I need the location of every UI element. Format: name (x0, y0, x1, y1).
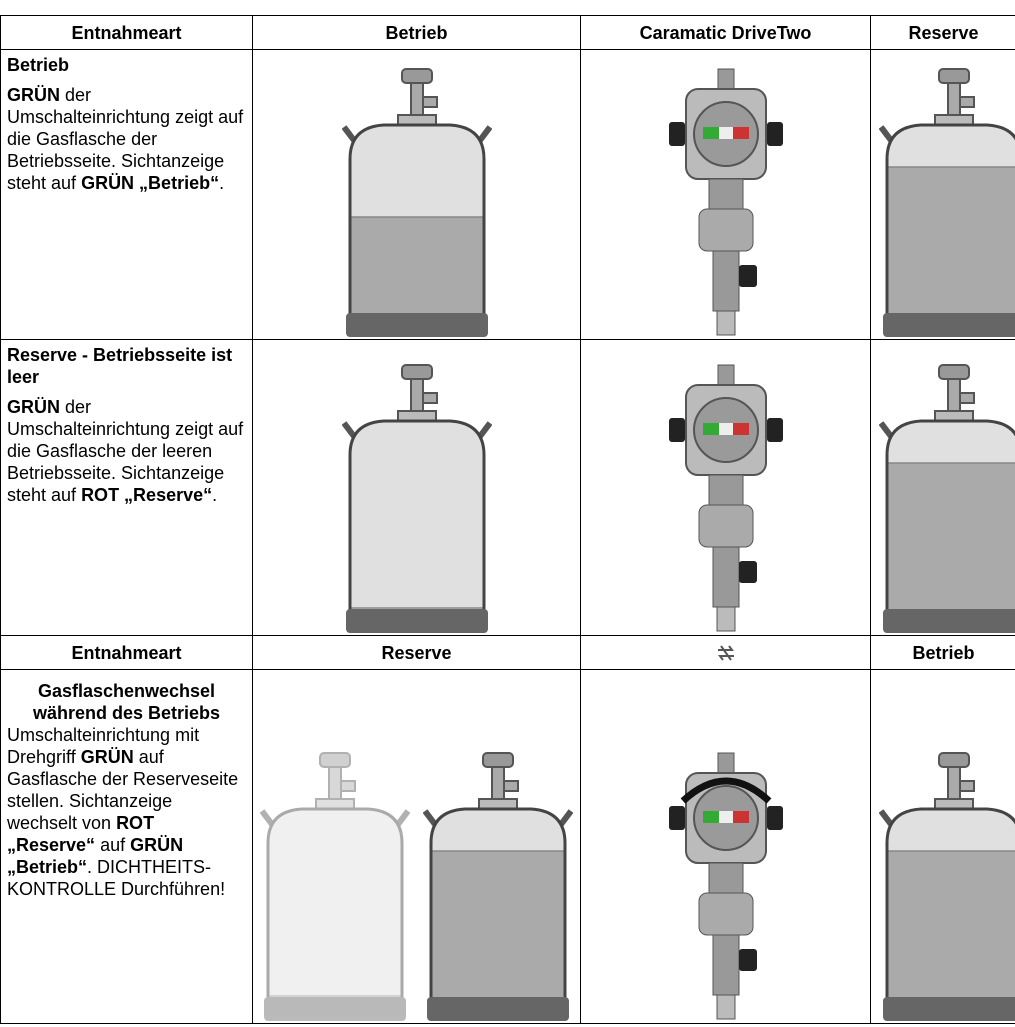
row-title: Reserve - Betriebsseite ist leer (7, 345, 233, 387)
row-text: GRÜN der Umschalteinrichtung zeigt auf d… (7, 396, 246, 506)
text: . DICHTHEITS-KONTROLLE Durchführen! (7, 857, 226, 899)
row-text: Umschalteinrichtung mit Drehgriff GRÜN a… (7, 724, 246, 900)
regulator (668, 752, 783, 1020)
row-text: GRÜN der Umschalteinrichtung zeigt auf d… (7, 84, 246, 194)
row: Reserve - Betriebsseite ist leer GRÜN der… (0, 339, 1015, 636)
row-title: Betrieb (7, 55, 70, 75)
table: Entnahmeart Betrieb Caramatic DriveTwo R… (0, 15, 1015, 1024)
bold-text: GRÜN (80, 747, 134, 767)
row: Betrieb GRÜN der Umschalteinrichtung zeig… (0, 49, 1015, 340)
text: auf (95, 835, 131, 855)
cylinder (341, 68, 492, 337)
text: . (219, 173, 225, 193)
header-cell: Caramatic DriveTwo (580, 15, 871, 50)
header-cell: Entnahmeart (0, 15, 253, 50)
text: der Umschalteinrichtung zeigt auf die Ga… (7, 85, 244, 193)
row-title: Gasflaschenwechsel während des Betriebs (32, 681, 221, 723)
row: Gasflaschenwechsel während des Betriebs U… (0, 669, 1015, 1024)
header-cell: Reserve (252, 635, 581, 670)
image-cell (252, 339, 581, 636)
cylinder (879, 364, 1015, 633)
text: Umschalteinrichtung mit Drehgriff (7, 725, 200, 767)
text: der Umschalteinrichtung zeigt auf die Ga… (7, 397, 244, 505)
cylinder (341, 364, 492, 633)
image-cell (870, 49, 1015, 340)
image-cell (252, 669, 581, 1024)
cylinder (423, 752, 574, 1021)
bold-text: GRÜN (7, 397, 60, 417)
image-cell (870, 669, 1015, 1024)
bold-text: GRÜN (7, 85, 60, 105)
image-cell (870, 339, 1015, 636)
cylinder (259, 752, 410, 1021)
header-cell (580, 635, 871, 670)
desc-cell: Gasflaschenwechsel während des Betriebs U… (0, 669, 253, 1024)
cylinder (879, 68, 1015, 337)
text: auf Gasflasche der Reserveseite stellen.… (7, 747, 239, 833)
switch-icon (717, 644, 734, 661)
image-cell (252, 49, 581, 340)
image-cell (580, 669, 871, 1024)
image-cell (580, 49, 871, 340)
header-row: Entnahmeart Betrieb Caramatic DriveTwo R… (0, 15, 1015, 50)
image-cell (580, 339, 871, 636)
text: . (212, 485, 218, 505)
desc-cell: Reserve - Betriebsseite ist leer GRÜN der… (0, 339, 253, 636)
regulator (668, 364, 783, 632)
header-cell: Betrieb (252, 15, 581, 50)
bold-text: ROT „Reserve“ (7, 813, 155, 855)
bold-text: GRÜN „Betrieb“ (7, 835, 184, 877)
header-cell: Betrieb (870, 635, 1015, 670)
bold-text: ROT „Reserve“ (81, 485, 213, 505)
cylinder (879, 752, 1015, 1021)
header-row: Entnahmeart Reserve Betrieb (0, 635, 1015, 670)
regulator (668, 68, 783, 336)
bold-text: GRÜN „Betrieb“ (81, 173, 220, 193)
desc-cell: Betrieb GRÜN der Umschalteinrichtung zeig… (0, 49, 253, 340)
header-cell: Reserve (870, 15, 1015, 50)
header-cell: Entnahmeart (0, 635, 253, 670)
